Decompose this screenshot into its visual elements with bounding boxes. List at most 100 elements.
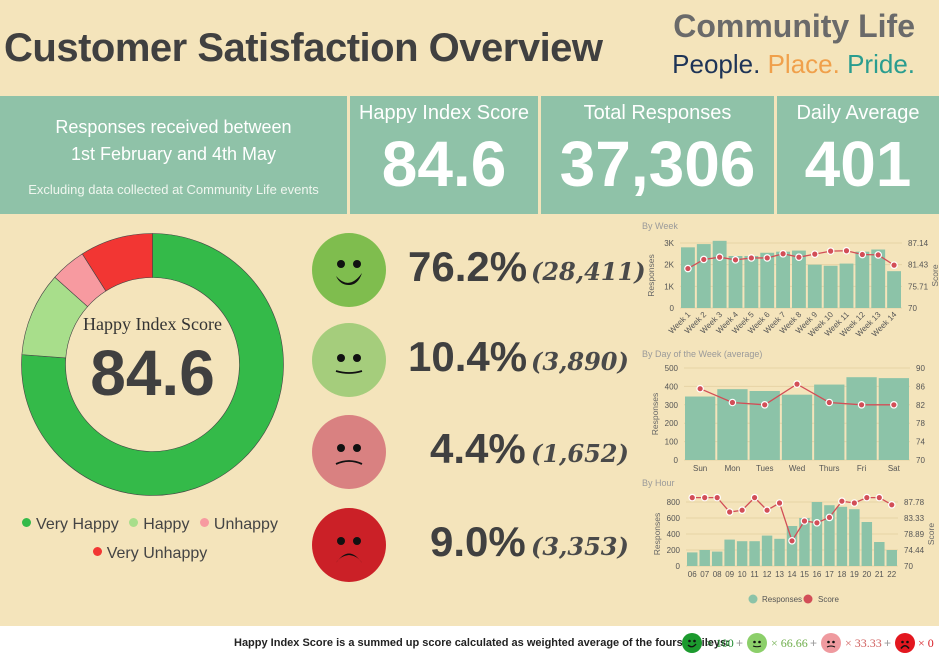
bar-week-8 bbox=[792, 250, 806, 308]
chart-title: By Hour bbox=[642, 478, 675, 488]
score-point-08 bbox=[713, 493, 721, 502]
y-axis-label: Responses bbox=[646, 254, 656, 297]
happy-count: (3,890) bbox=[531, 347, 629, 376]
total-responses-card: Total Responses 37,306 bbox=[541, 96, 774, 214]
score-point-21 bbox=[875, 493, 884, 502]
bar-week-12 bbox=[855, 251, 870, 308]
bar-week-10 bbox=[823, 265, 838, 308]
legend-happy[interactable]: Happy bbox=[129, 510, 189, 539]
score-point-13 bbox=[775, 499, 784, 507]
bar-fri bbox=[846, 377, 877, 460]
x-tick-label: 19 bbox=[850, 570, 859, 579]
date-range-line2: 1st February and 4th May bbox=[70, 144, 277, 164]
y-tick-label: 400 bbox=[665, 382, 679, 391]
y-axis-label: Responses bbox=[650, 393, 660, 436]
score-point-20 bbox=[863, 493, 871, 502]
bar-11 bbox=[749, 541, 760, 566]
legend-score-icon bbox=[803, 594, 813, 604]
donut-center-value: 84.6 bbox=[90, 337, 215, 409]
legend-very-happy[interactable]: Very Happy bbox=[22, 510, 119, 539]
chart-title: By Week bbox=[642, 221, 678, 231]
bar-21 bbox=[874, 542, 885, 566]
legend-label: Very Happy bbox=[36, 516, 119, 533]
x-tick-label: 10 bbox=[738, 570, 747, 579]
y-tick-label: 200 bbox=[665, 419, 679, 428]
legend-responses-icon bbox=[748, 594, 758, 604]
legend-very-unhappy[interactable]: Very Unhappy bbox=[92, 539, 207, 568]
y2-tick-label: 87.14 bbox=[908, 239, 929, 248]
y-tick-label: 0 bbox=[670, 304, 675, 313]
bar-week-7 bbox=[776, 251, 790, 308]
x-tick-label: Mon bbox=[725, 464, 741, 473]
plus-sign: + bbox=[810, 636, 818, 650]
x-tick-label: 11 bbox=[750, 570, 759, 579]
bar-09 bbox=[724, 539, 735, 566]
bar-14 bbox=[786, 526, 798, 566]
brand-tagline: People. Place. Pride. bbox=[672, 49, 915, 80]
legend-dot-icon bbox=[92, 547, 102, 557]
breakdown-row-very-happy: 76.2% (28,411) bbox=[312, 233, 646, 313]
total-responses-value: 37,306 bbox=[559, 128, 756, 200]
score-point-06 bbox=[688, 493, 697, 502]
breakdown-row-very-unhappy: 9.0% (3,353) bbox=[312, 508, 642, 588]
very-unhappy-percent: 9.0% bbox=[430, 518, 526, 565]
kpi-row: Responses received between 1st February … bbox=[0, 96, 939, 216]
y-tick-label: 3K bbox=[664, 239, 674, 248]
score-point-11 bbox=[750, 493, 759, 502]
y-tick-label: 300 bbox=[665, 401, 679, 410]
weight-happy: × 66.66 bbox=[771, 636, 808, 650]
unhappy-face-icon bbox=[312, 415, 386, 489]
legend-unhappy[interactable]: Unhappy bbox=[199, 510, 278, 539]
brand-name: Community Life bbox=[673, 8, 915, 44]
very-unhappy-mini-face-icon bbox=[895, 633, 915, 653]
score-point-thurs bbox=[825, 398, 834, 407]
total-responses-label: Total Responses bbox=[583, 102, 732, 124]
x-tick-label: 14 bbox=[788, 570, 797, 579]
y-tick-label: 1K bbox=[664, 282, 674, 291]
bar-18 bbox=[836, 506, 848, 566]
daily-average-value: 401 bbox=[804, 128, 912, 200]
legend-score-label: Score bbox=[818, 595, 839, 604]
x-tick-label: Sat bbox=[888, 464, 901, 473]
unhappy-mini-face-icon bbox=[821, 633, 841, 653]
score-point-week-6 bbox=[763, 254, 772, 262]
score-point-10 bbox=[738, 506, 746, 515]
y-tick-label: 0 bbox=[676, 562, 681, 571]
y2-tick-label: 70 bbox=[904, 562, 913, 571]
very-unhappy-count: (3,353) bbox=[531, 532, 629, 561]
breakdown-row-happy: 10.4% (3,890) bbox=[312, 323, 642, 403]
brand-logo: Community Life People. Place. Pride. bbox=[672, 8, 915, 80]
score-point-12 bbox=[763, 506, 771, 515]
daily-average-card: Daily Average 401 bbox=[777, 96, 939, 214]
chart-by-day: By Day of the Week (average) 0 100 200 300 4… bbox=[640, 345, 939, 475]
bar-20 bbox=[861, 522, 873, 566]
x-tick-label: Wed bbox=[789, 464, 805, 473]
y2-tick-label: 70 bbox=[908, 304, 917, 313]
score-point-week-7 bbox=[779, 249, 787, 258]
bar-17 bbox=[824, 505, 835, 566]
x-tick-label: 12 bbox=[763, 570, 772, 579]
happy-index-value: 84.6 bbox=[381, 128, 507, 200]
tagline-people: People. bbox=[672, 49, 761, 79]
daily-average-label: Daily Average bbox=[796, 102, 920, 124]
unhappy-percent: 4.4% bbox=[430, 425, 526, 472]
y-tick-label: 200 bbox=[667, 546, 681, 555]
bar-week-1 bbox=[681, 247, 695, 308]
y2-tick-label: 90 bbox=[916, 364, 925, 373]
date-range-card: Responses received between 1st February … bbox=[0, 96, 347, 214]
bar-15 bbox=[799, 518, 810, 566]
bar-week-11 bbox=[839, 263, 854, 308]
x-tick-label: 13 bbox=[775, 570, 784, 579]
score-point-14 bbox=[788, 537, 796, 545]
happy-percent: 10.4% bbox=[408, 333, 528, 380]
score-point-week-12 bbox=[858, 250, 867, 259]
bar-week-13 bbox=[871, 249, 886, 308]
score-point-22 bbox=[887, 501, 896, 509]
score-point-week-3 bbox=[715, 253, 724, 261]
score-point-09 bbox=[725, 508, 734, 516]
x-tick-label: 22 bbox=[887, 570, 896, 579]
y2-axis-label: Score bbox=[930, 264, 939, 286]
donut-segment-very-happy bbox=[21, 233, 284, 496]
y2-tick-label: 78.89 bbox=[904, 530, 925, 539]
bar-08 bbox=[711, 551, 723, 566]
